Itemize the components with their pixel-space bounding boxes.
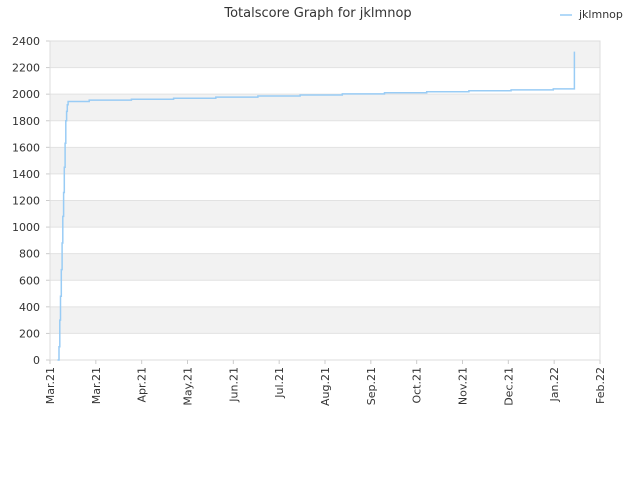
y-tick-label: 200 <box>19 327 40 340</box>
x-tick-label: Jul.21 <box>273 367 286 399</box>
chart-title: Totalscore Graph for jklmnop <box>223 6 411 21</box>
y-tick-label: 0 <box>33 354 40 367</box>
x-tick-label: May.21 <box>182 367 195 406</box>
grid-band <box>50 147 600 174</box>
y-tick-label: 600 <box>19 274 40 287</box>
x-tick-label: Sep.21 <box>365 367 378 405</box>
y-axis-ticks: 0 200 400 600 800 1000 1200 1400 1600 1800 2000 220… <box>12 35 40 367</box>
y-tick-label: 2000 <box>12 88 40 101</box>
x-tick-label: Jan.22 <box>548 367 561 402</box>
x-tick-label: Nov.21 <box>457 367 470 405</box>
grid-band <box>50 41 600 68</box>
x-tick-label: Mar.21 <box>90 367 103 404</box>
grid-band <box>50 94 600 121</box>
legend-label: jklmnop <box>578 8 623 21</box>
y-tick-label: 1200 <box>12 195 40 208</box>
series-line <box>57 51 576 361</box>
y-tick-label: 400 <box>19 301 40 314</box>
x-tick-label: Feb.22 <box>594 367 607 404</box>
x-tick-label: Aug.21 <box>319 367 332 406</box>
y-tick-label: 1000 <box>12 221 40 234</box>
series-layer <box>57 51 576 361</box>
y-tick-label: 800 <box>19 248 40 261</box>
x-tick-label: Jun.21 <box>227 367 240 403</box>
x-tick-label: Dec.21 <box>502 367 515 406</box>
x-axis-ticks: Mar.21 Mar.21 Apr.21 May.21 Jun.21 Jul.21 Aug.… <box>44 367 607 406</box>
x-tick-label: Oct.21 <box>411 367 424 404</box>
y-tick-label: 1400 <box>12 168 40 181</box>
x-tick-label: Mar.21 <box>44 367 57 404</box>
x-tick-label: Apr.21 <box>136 367 149 403</box>
grid-lines <box>46 40 601 364</box>
y-tick-label: 2400 <box>12 35 40 48</box>
grid-band <box>50 306 600 334</box>
y-tick-label: 2200 <box>12 62 40 75</box>
grid-band <box>50 253 600 281</box>
y-tick-label: 1600 <box>12 141 40 154</box>
legend: jklmnop <box>560 8 623 21</box>
grid-band <box>50 200 600 228</box>
y-tick-label: 1800 <box>12 115 40 128</box>
